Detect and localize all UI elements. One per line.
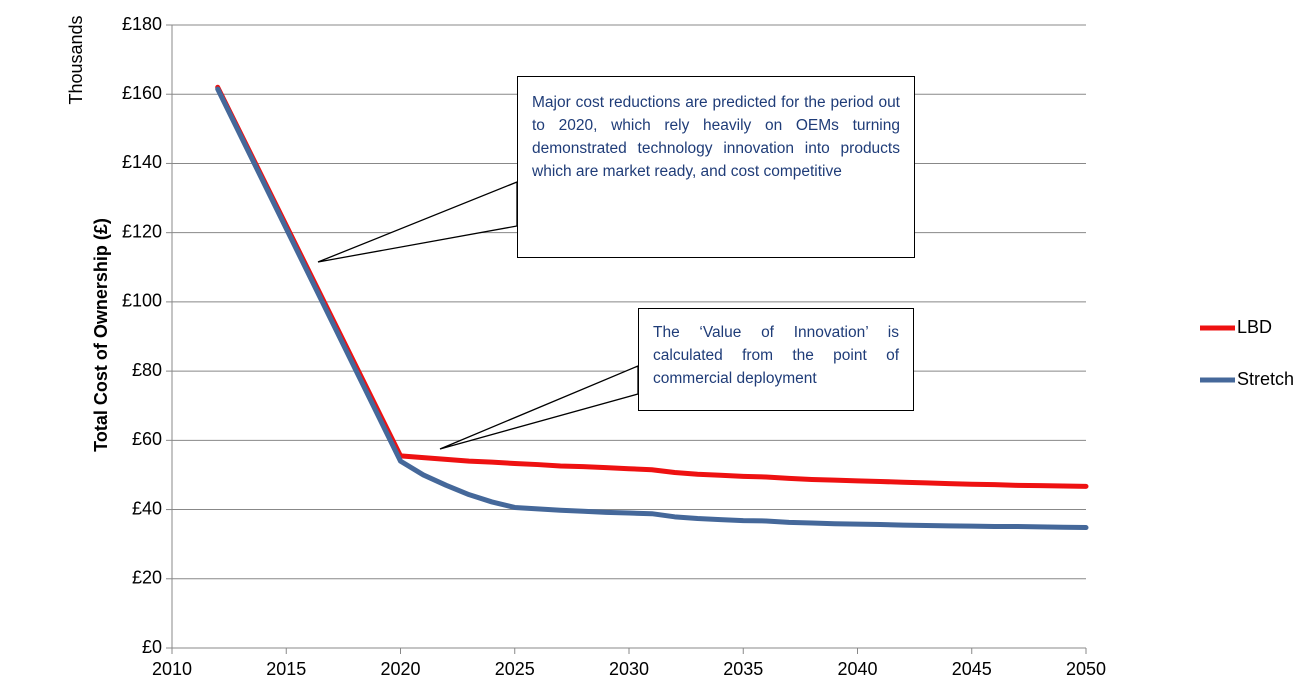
y-tick-label: £100 bbox=[122, 291, 162, 311]
series-lines bbox=[215, 84, 1089, 531]
callout-text: Major cost reductions are predicted for … bbox=[532, 94, 900, 180]
x-tick-label: 2030 bbox=[609, 659, 649, 679]
callout: Major cost reductions are predicted for … bbox=[517, 76, 915, 258]
y-tick-label: £120 bbox=[122, 221, 162, 241]
x-tick-label: 2045 bbox=[952, 659, 992, 679]
callout: The ‘Value of Innovation’ is calculated … bbox=[638, 308, 914, 411]
y-axis-title: Total Cost of Ownership (£) bbox=[91, 218, 111, 452]
y-tick-label: £60 bbox=[132, 429, 162, 449]
x-tick-label: 2035 bbox=[723, 659, 763, 679]
legend-label: LBD bbox=[1237, 317, 1272, 337]
y-tick-label: £40 bbox=[132, 498, 162, 518]
y-tick-label: £140 bbox=[122, 152, 162, 172]
y-tick-label: £160 bbox=[122, 83, 162, 103]
y-axis-unit: Thousands bbox=[66, 15, 86, 104]
x-tick-label: 2020 bbox=[380, 659, 420, 679]
x-tick-label: 2015 bbox=[266, 659, 306, 679]
x-tick-label: 2050 bbox=[1066, 659, 1106, 679]
x-tick-label: 2025 bbox=[495, 659, 535, 679]
legend-label: Stretch bbox=[1237, 369, 1293, 389]
series-line bbox=[215, 86, 1089, 531]
y-tick-label: £20 bbox=[132, 568, 162, 588]
y-tick-label: £0 bbox=[142, 637, 162, 657]
legend: LBD Stretch bbox=[1200, 317, 1293, 389]
y-tick-label: £80 bbox=[132, 360, 162, 380]
callout-pointer bbox=[439, 365, 639, 450]
x-tick-label: 2040 bbox=[837, 659, 877, 679]
y-tick-label: £180 bbox=[122, 14, 162, 34]
x-tick-label: 2010 bbox=[152, 659, 192, 679]
series-line bbox=[215, 84, 1089, 489]
callout-pointer bbox=[317, 181, 518, 263]
callout-text: The ‘Value of Innovation’ is calculated … bbox=[653, 324, 899, 387]
